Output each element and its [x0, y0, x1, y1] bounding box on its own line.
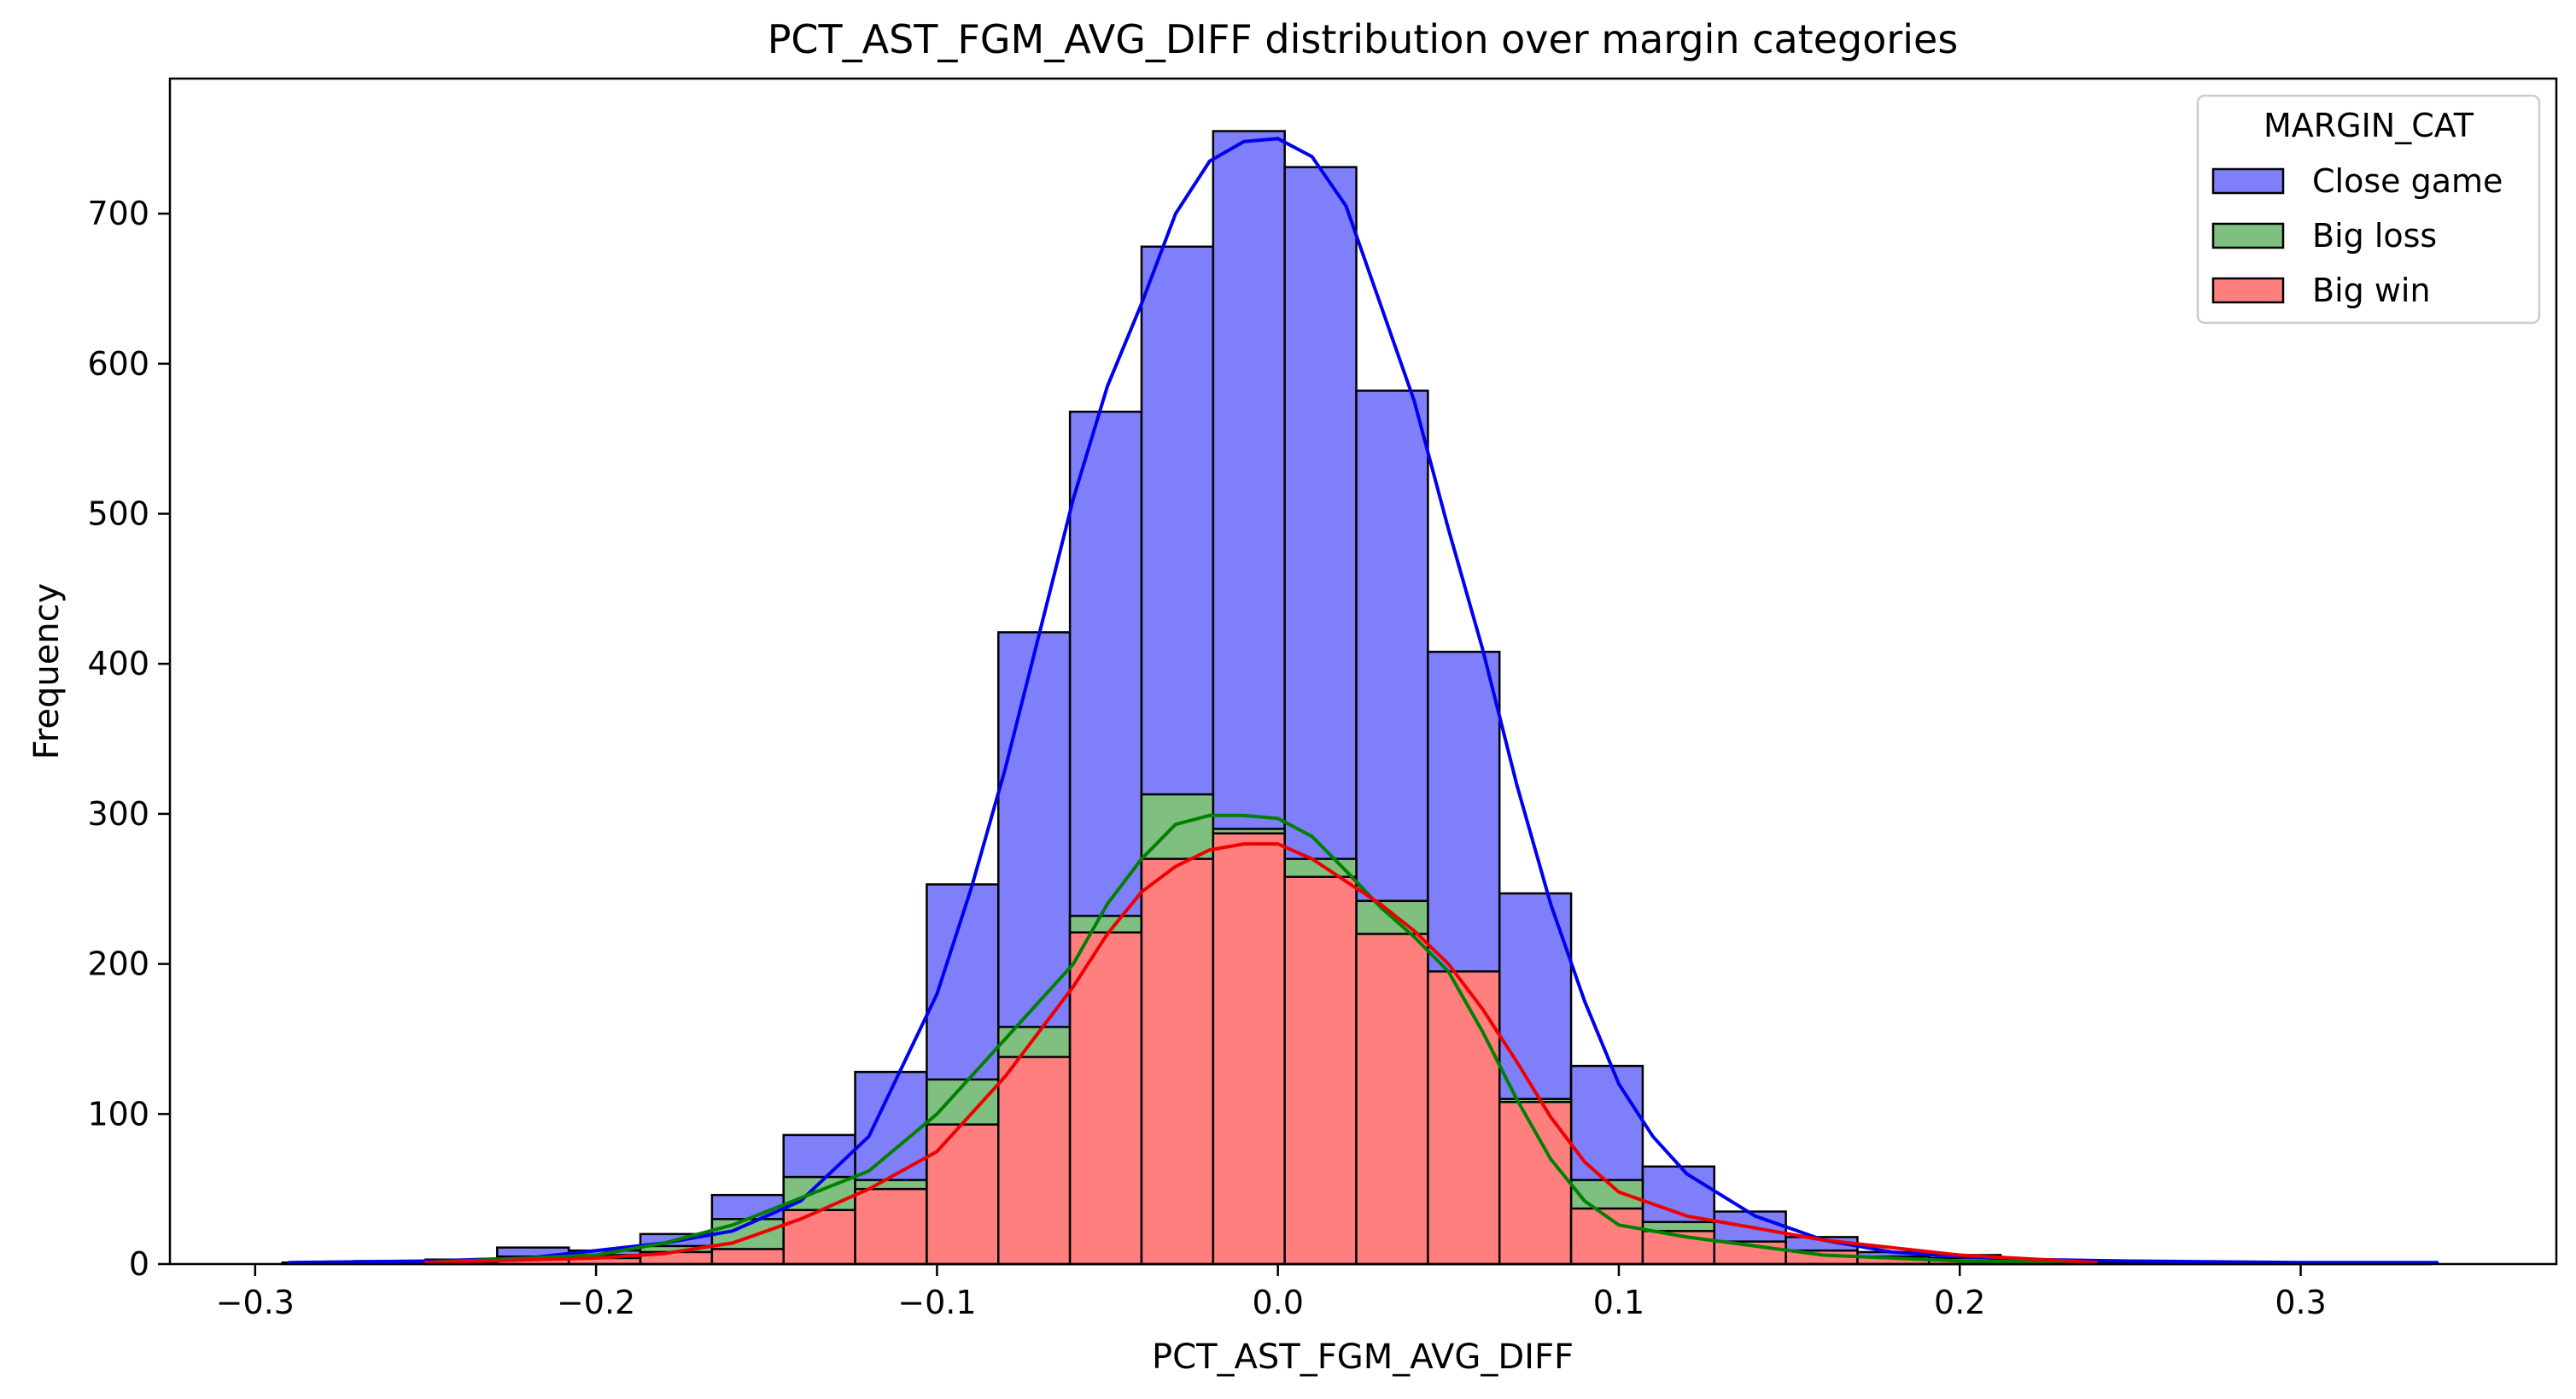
histogram-bar	[1355, 933, 1429, 1266]
y-tick-label: 100	[87, 1095, 149, 1133]
y-tick-label: 600	[87, 345, 149, 383]
histogram-bar	[854, 1187, 928, 1266]
histogram-bar	[1427, 970, 1501, 1266]
histogram-bar	[1283, 875, 1358, 1266]
y-tick-label: 700	[87, 195, 149, 232]
y-axis: 0 100 200 300 400 500 600 700	[87, 195, 170, 1283]
bars-layer	[281, 130, 2432, 1266]
chart-title: PCT_AST_FGM_AVG_DIFF distribution over m…	[768, 16, 1959, 62]
histogram-bar	[1498, 1100, 1573, 1266]
legend-entries: Close game Big loss Big win	[2211, 162, 2503, 309]
histogram-bar	[997, 1056, 1072, 1266]
legend-label: Close game	[2312, 162, 2503, 200]
histogram-bar	[926, 1123, 1000, 1266]
kde-curve-0	[287, 137, 2439, 1265]
y-tick-label: 500	[87, 495, 149, 533]
x-tick-label: −0.2	[557, 1284, 635, 1321]
legend-title: MARGIN_CAT	[2263, 107, 2474, 144]
x-tick-label: −0.3	[216, 1284, 295, 1321]
legend-label: Big win	[2312, 272, 2431, 309]
y-axis-label: Frequency	[27, 583, 67, 760]
legend-frame	[2196, 94, 2541, 325]
x-tick-label: 0.0	[1252, 1284, 1303, 1321]
legend-label: Big loss	[2312, 217, 2437, 255]
kde-curve-2	[423, 842, 2098, 1265]
axes-frame	[168, 77, 2558, 1266]
x-tick-label: −0.1	[897, 1284, 976, 1321]
x-tick-label: 0.1	[1593, 1284, 1644, 1321]
histogram-bar	[782, 1209, 856, 1266]
legend-swatch-2	[2211, 277, 2285, 304]
plot-area	[168, 77, 2558, 1266]
histogram-bar	[1140, 858, 1215, 1266]
x-tick-label: 0.3	[2275, 1284, 2326, 1321]
histogram-bar	[710, 1248, 785, 1266]
y-tick-label: 300	[87, 795, 149, 833]
legend: MARGIN_CAT Close game Big loss Big win	[2196, 94, 2541, 325]
kde-layer	[287, 137, 2439, 1265]
kde-curve-1	[423, 813, 2098, 1265]
legend-swatch-0	[2211, 167, 2285, 195]
histogram-bar	[1212, 832, 1286, 1266]
histogram-bar	[1068, 931, 1143, 1266]
x-axis-label: PCT_AST_FGM_AVG_DIFF	[1152, 1338, 1574, 1377]
y-tick-label: 200	[87, 945, 149, 983]
y-tick-label: 400	[87, 645, 149, 682]
x-axis: −0.3 −0.2 −0.1 0.0 0.1 0.2 0.3	[216, 1264, 2327, 1321]
x-tick-label: 0.2	[1934, 1284, 1985, 1321]
y-tick-label: 0	[129, 1245, 149, 1283]
legend-swatch-1	[2211, 222, 2285, 249]
